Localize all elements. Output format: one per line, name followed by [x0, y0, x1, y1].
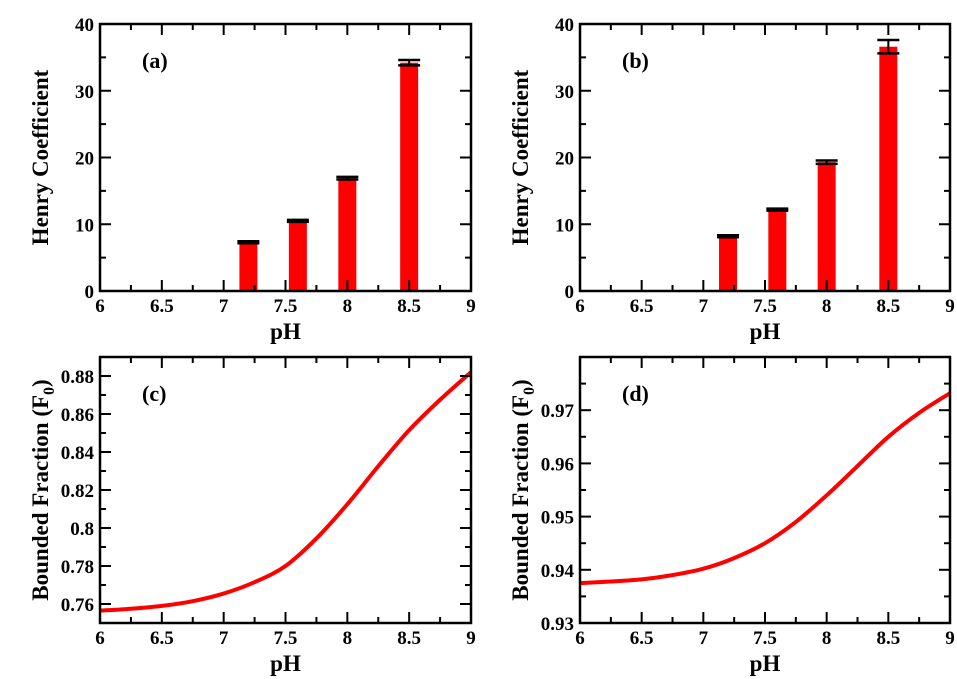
- x-tick-label: 8.5: [397, 628, 421, 649]
- x-axis-label: pH: [750, 651, 781, 676]
- x-tick-label: 6: [575, 296, 585, 317]
- y-axis-label-subscript: 0: [521, 387, 538, 395]
- bar: [817, 162, 836, 291]
- panel-label: (d): [622, 381, 649, 406]
- panel-c: 6 6.5 7 7.5 8 8.5 9 0.76 0.78 0.8 0.82 0.84 0.86 0.88…: [28, 355, 476, 676]
- y-tick-label: 20: [75, 149, 94, 170]
- x-tick-label: 6.5: [150, 296, 174, 317]
- x-tick-label: 6: [575, 628, 585, 649]
- x-tick-label: 7.5: [753, 296, 777, 317]
- panel-label: (b): [622, 48, 649, 73]
- y-axis-label-text: Henry Coefficient: [28, 69, 53, 245]
- bar: [239, 242, 258, 291]
- panel-b: 6 6.5 7 7.5 8 8.5 9 0 10 20 30 40 (b) pH Henry Coeffic…: [508, 15, 955, 344]
- x-tick-label: 7.5: [753, 628, 777, 649]
- x-tick-label: 8.5: [876, 296, 900, 317]
- y-tick-label: 10: [555, 215, 574, 236]
- y-tick-label: 0.88: [61, 367, 94, 388]
- bar: [768, 209, 787, 291]
- y-tick-label: 0.76: [61, 595, 94, 616]
- bar: [879, 46, 898, 291]
- x-tick-label: 8: [822, 296, 832, 317]
- panel-a: 6 6.5 7 7.5 8 8.5 9 0 10 20 30 40 (a) pH Henry Coeffic…: [28, 15, 476, 344]
- y-axis-label-text: Bounded Fraction (F: [508, 395, 533, 601]
- panel-label: (a): [142, 48, 168, 73]
- y-axis-label-end: ): [508, 379, 533, 387]
- panel-d: 6 6.5 7 7.5 8 8.5 9 0.93 0.94 0.95 0.96 0.97 (d) pH Bo…: [508, 355, 955, 676]
- y-tick-label: 0.78: [61, 557, 94, 578]
- bar: [400, 62, 419, 292]
- x-axis-label: pH: [750, 319, 781, 344]
- y-tick-label: 0.82: [61, 481, 94, 502]
- x-tick-label: 8.5: [876, 628, 900, 649]
- y-axis-label: Bounded Fraction (F0): [508, 379, 538, 600]
- x-tick-label: 6.5: [150, 628, 174, 649]
- x-tick-label: 9: [466, 296, 476, 317]
- x-tick-label: 7: [699, 628, 709, 649]
- y-tick-label: 40: [555, 15, 574, 36]
- x-tick-label: 7: [219, 296, 229, 317]
- bar: [288, 220, 307, 291]
- bar: [338, 178, 357, 291]
- y-tick-label: 0.93: [541, 614, 574, 635]
- x-tick-label: 9: [466, 628, 476, 649]
- y-axis-label-text: Henry Coefficient: [508, 69, 533, 245]
- x-tick-label: 8: [822, 628, 832, 649]
- x-axis-label: pH: [270, 651, 301, 676]
- x-tick-label: 7.5: [274, 296, 298, 317]
- y-tick-label: 20: [555, 149, 574, 170]
- x-tick-label: 6: [95, 628, 105, 649]
- y-tick-label: 0.97: [541, 401, 575, 422]
- x-tick-label: 9: [945, 628, 955, 649]
- x-tick-label: 6: [95, 296, 105, 317]
- x-tick-label: 8: [343, 296, 353, 317]
- y-tick-label: 0.8: [70, 519, 94, 540]
- x-tick-label: 8.5: [397, 296, 421, 317]
- y-axis-label: Henry Coefficient: [28, 69, 53, 245]
- y-tick-label: 0.94: [541, 561, 575, 582]
- y-axis-label: Bounded Fraction (F0): [28, 379, 58, 600]
- x-tick-label: 6.5: [630, 296, 654, 317]
- y-tick-label: 30: [555, 82, 574, 103]
- y-tick-label: 0.96: [541, 454, 574, 475]
- x-tick-label: 7: [699, 296, 709, 317]
- x-tick-label: 9: [945, 296, 955, 317]
- y-tick-label: 40: [75, 15, 94, 36]
- y-tick-label: 0: [565, 282, 575, 303]
- series-line: [99, 370, 473, 613]
- y-axis-label-subscript: 0: [41, 387, 58, 395]
- x-tick-label: 7: [219, 628, 229, 649]
- y-tick-label: 0.86: [61, 405, 94, 426]
- y-tick-label: 0.84: [61, 443, 95, 464]
- series-line: [579, 391, 952, 586]
- y-tick-label: 10: [75, 215, 94, 236]
- x-tick-label: 7.5: [274, 628, 298, 649]
- y-tick-label: 0.95: [541, 508, 574, 529]
- x-tick-label: 6.5: [630, 628, 654, 649]
- y-axis-label-end: ): [28, 379, 53, 387]
- x-axis-label: pH: [270, 319, 301, 344]
- y-tick-label: 30: [75, 82, 94, 103]
- x-tick-label: 8: [343, 628, 353, 649]
- y-tick-label: 0: [85, 282, 95, 303]
- y-axis-label: Henry Coefficient: [508, 69, 533, 245]
- y-axis-label-text: Bounded Fraction (F: [28, 395, 53, 601]
- bar: [719, 236, 737, 291]
- panel-label: (c): [142, 381, 166, 406]
